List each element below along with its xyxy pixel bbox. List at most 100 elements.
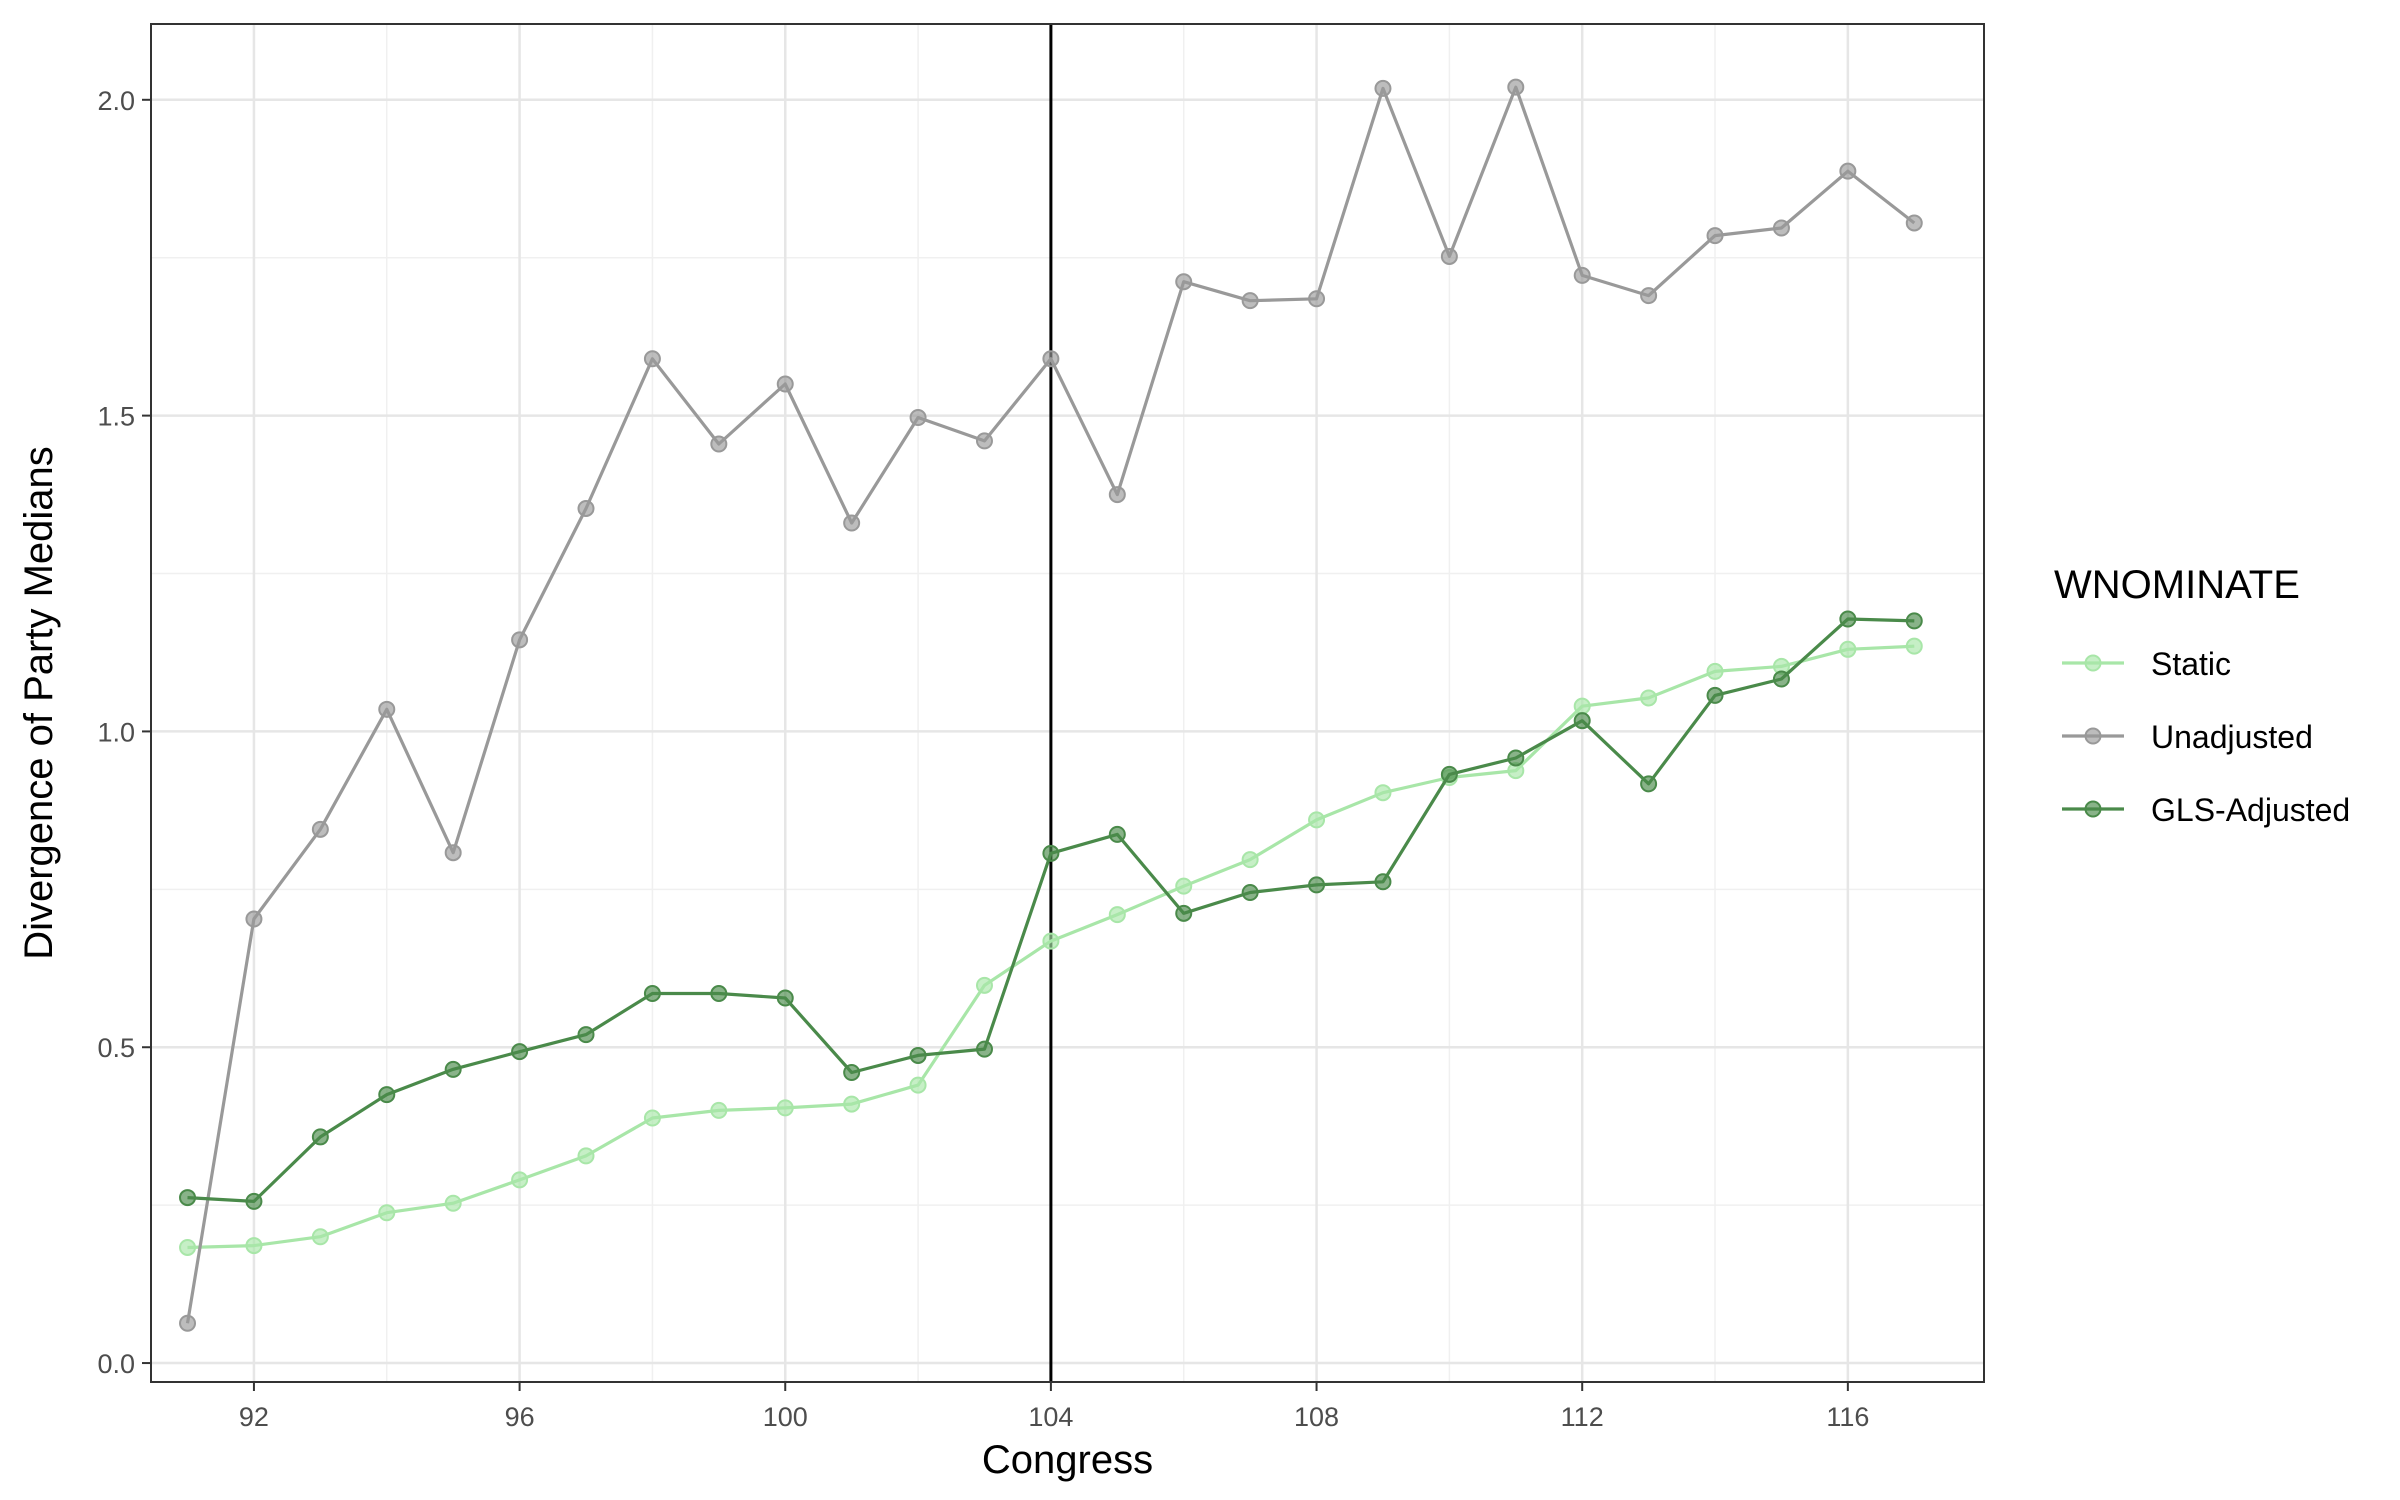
y-tick-label: 0.0 xyxy=(97,1349,135,1379)
data-point-gls-adjusted xyxy=(311,1128,329,1146)
data-point-static xyxy=(1640,689,1658,707)
x-tick-label: 116 xyxy=(1826,1402,1869,1432)
legend-key-point xyxy=(2084,800,2102,818)
plot-panel-background xyxy=(151,24,1984,1382)
data-point-unadjusted xyxy=(1839,162,1857,180)
y-axis: 0.0 0.5 1.0 1.5 2.0 xyxy=(97,86,151,1379)
data-point-static xyxy=(1108,906,1126,924)
x-tick-label: 92 xyxy=(239,1402,269,1432)
data-point-gls-adjusted xyxy=(245,1192,263,1210)
data-point-static xyxy=(843,1095,861,1113)
data-point-static xyxy=(511,1171,529,1189)
plot-panel-border xyxy=(150,23,1985,1383)
x-tick-label: 112 xyxy=(1561,1402,1604,1432)
legend-item-gls-adjusted: GLS-Adjusted xyxy=(2062,792,2350,828)
data-point-gls-adjusted xyxy=(1772,670,1790,688)
data-point-unadjusted xyxy=(1507,78,1525,96)
data-point-static xyxy=(1241,851,1259,869)
data-point-unadjusted xyxy=(1108,486,1126,504)
data-point-unadjusted xyxy=(1573,266,1591,284)
data-point-unadjusted xyxy=(1308,290,1326,308)
x-tick-label: 104 xyxy=(1028,1402,1073,1432)
y-tick-label: 2.0 xyxy=(97,86,135,116)
data-point-static xyxy=(909,1076,927,1094)
data-point-static xyxy=(1042,932,1060,950)
data-point-static xyxy=(1175,877,1193,895)
data-point-unadjusted xyxy=(1706,227,1724,245)
data-point-static xyxy=(1706,662,1724,680)
data-point-static xyxy=(311,1228,329,1246)
x-axis: 92 96 100 104 108 112 116 xyxy=(239,1382,1869,1432)
legend-title: WNOMINATE xyxy=(2054,563,2300,607)
data-point-unadjusted xyxy=(975,432,993,450)
data-point-static xyxy=(1839,640,1857,658)
data-point-gls-adjusted xyxy=(710,985,728,1003)
data-point-unadjusted xyxy=(1374,79,1392,97)
data-point-gls-adjusted xyxy=(776,989,794,1007)
legend-item-static: Static xyxy=(2062,646,2231,682)
x-axis-title: Congress xyxy=(982,1438,1153,1482)
data-point-gls-adjusted xyxy=(577,1026,595,1044)
data-point-gls-adjusted xyxy=(511,1043,529,1061)
data-point-unadjusted xyxy=(1241,292,1259,310)
legend-item-unadjusted: Unadjusted xyxy=(2062,719,2313,755)
data-point-gls-adjusted xyxy=(1507,749,1525,767)
data-point-unadjusted xyxy=(909,409,927,427)
legend: WNOMINATE Static Unadjusted GLS-Adjusted xyxy=(2054,563,2350,828)
series-static xyxy=(179,637,1923,1256)
data-point-unadjusted xyxy=(511,631,529,649)
series-unadjusted xyxy=(179,78,1923,1332)
data-point-static xyxy=(776,1099,794,1117)
data-point-unadjusted xyxy=(311,820,329,838)
data-point-unadjusted xyxy=(378,700,396,718)
data-point-gls-adjusted xyxy=(1905,612,1923,630)
data-point-unadjusted xyxy=(776,375,794,393)
x-tick-label: 96 xyxy=(505,1402,535,1432)
data-point-unadjusted xyxy=(1175,273,1193,291)
data-point-unadjusted xyxy=(245,910,263,928)
data-point-static xyxy=(1374,784,1392,802)
data-point-static xyxy=(1308,811,1326,829)
data-point-gls-adjusted xyxy=(1308,876,1326,894)
data-point-static xyxy=(1573,697,1591,715)
data-point-gls-adjusted xyxy=(378,1086,396,1104)
data-point-gls-adjusted xyxy=(179,1189,197,1207)
data-point-unadjusted xyxy=(1905,214,1923,232)
data-point-gls-adjusted xyxy=(909,1046,927,1064)
legend-key-point xyxy=(2084,727,2102,745)
x-tick-label: 100 xyxy=(763,1402,808,1432)
data-point-gls-adjusted xyxy=(1839,610,1857,628)
data-point-static xyxy=(710,1101,728,1119)
data-point-static xyxy=(1905,637,1923,655)
data-point-gls-adjusted xyxy=(1241,883,1259,901)
legend-label: Static xyxy=(2151,646,2231,682)
series-layer xyxy=(179,78,1923,1332)
data-point-gls-adjusted xyxy=(1440,765,1458,783)
data-point-unadjusted xyxy=(179,1314,197,1332)
data-point-unadjusted xyxy=(1042,350,1060,368)
y-tick-label: 1.5 xyxy=(97,402,135,432)
legend-keys: Static Unadjusted GLS-Adjusted xyxy=(2062,646,2350,828)
data-point-static xyxy=(444,1194,462,1212)
data-point-unadjusted xyxy=(643,350,661,368)
data-point-unadjusted xyxy=(444,844,462,862)
legend-label: Unadjusted xyxy=(2151,719,2313,755)
legend-label: GLS-Adjusted xyxy=(2151,792,2350,828)
x-tick-label: 108 xyxy=(1294,1402,1339,1432)
data-point-unadjusted xyxy=(1440,247,1458,265)
data-point-gls-adjusted xyxy=(1175,904,1193,922)
y-tick-label: 0.5 xyxy=(97,1033,135,1063)
data-point-static xyxy=(643,1109,661,1127)
data-point-unadjusted xyxy=(577,499,595,517)
data-point-gls-adjusted xyxy=(975,1040,993,1058)
y-tick-label: 1.0 xyxy=(97,717,135,747)
data-point-gls-adjusted xyxy=(1640,775,1658,793)
data-point-unadjusted xyxy=(843,514,861,532)
data-point-gls-adjusted xyxy=(1108,825,1126,843)
data-point-unadjusted xyxy=(1640,287,1658,305)
data-point-gls-adjusted xyxy=(1374,873,1392,891)
data-point-static xyxy=(975,976,993,994)
data-point-gls-adjusted xyxy=(1573,712,1591,730)
series-gls-adjusted xyxy=(179,610,1923,1210)
